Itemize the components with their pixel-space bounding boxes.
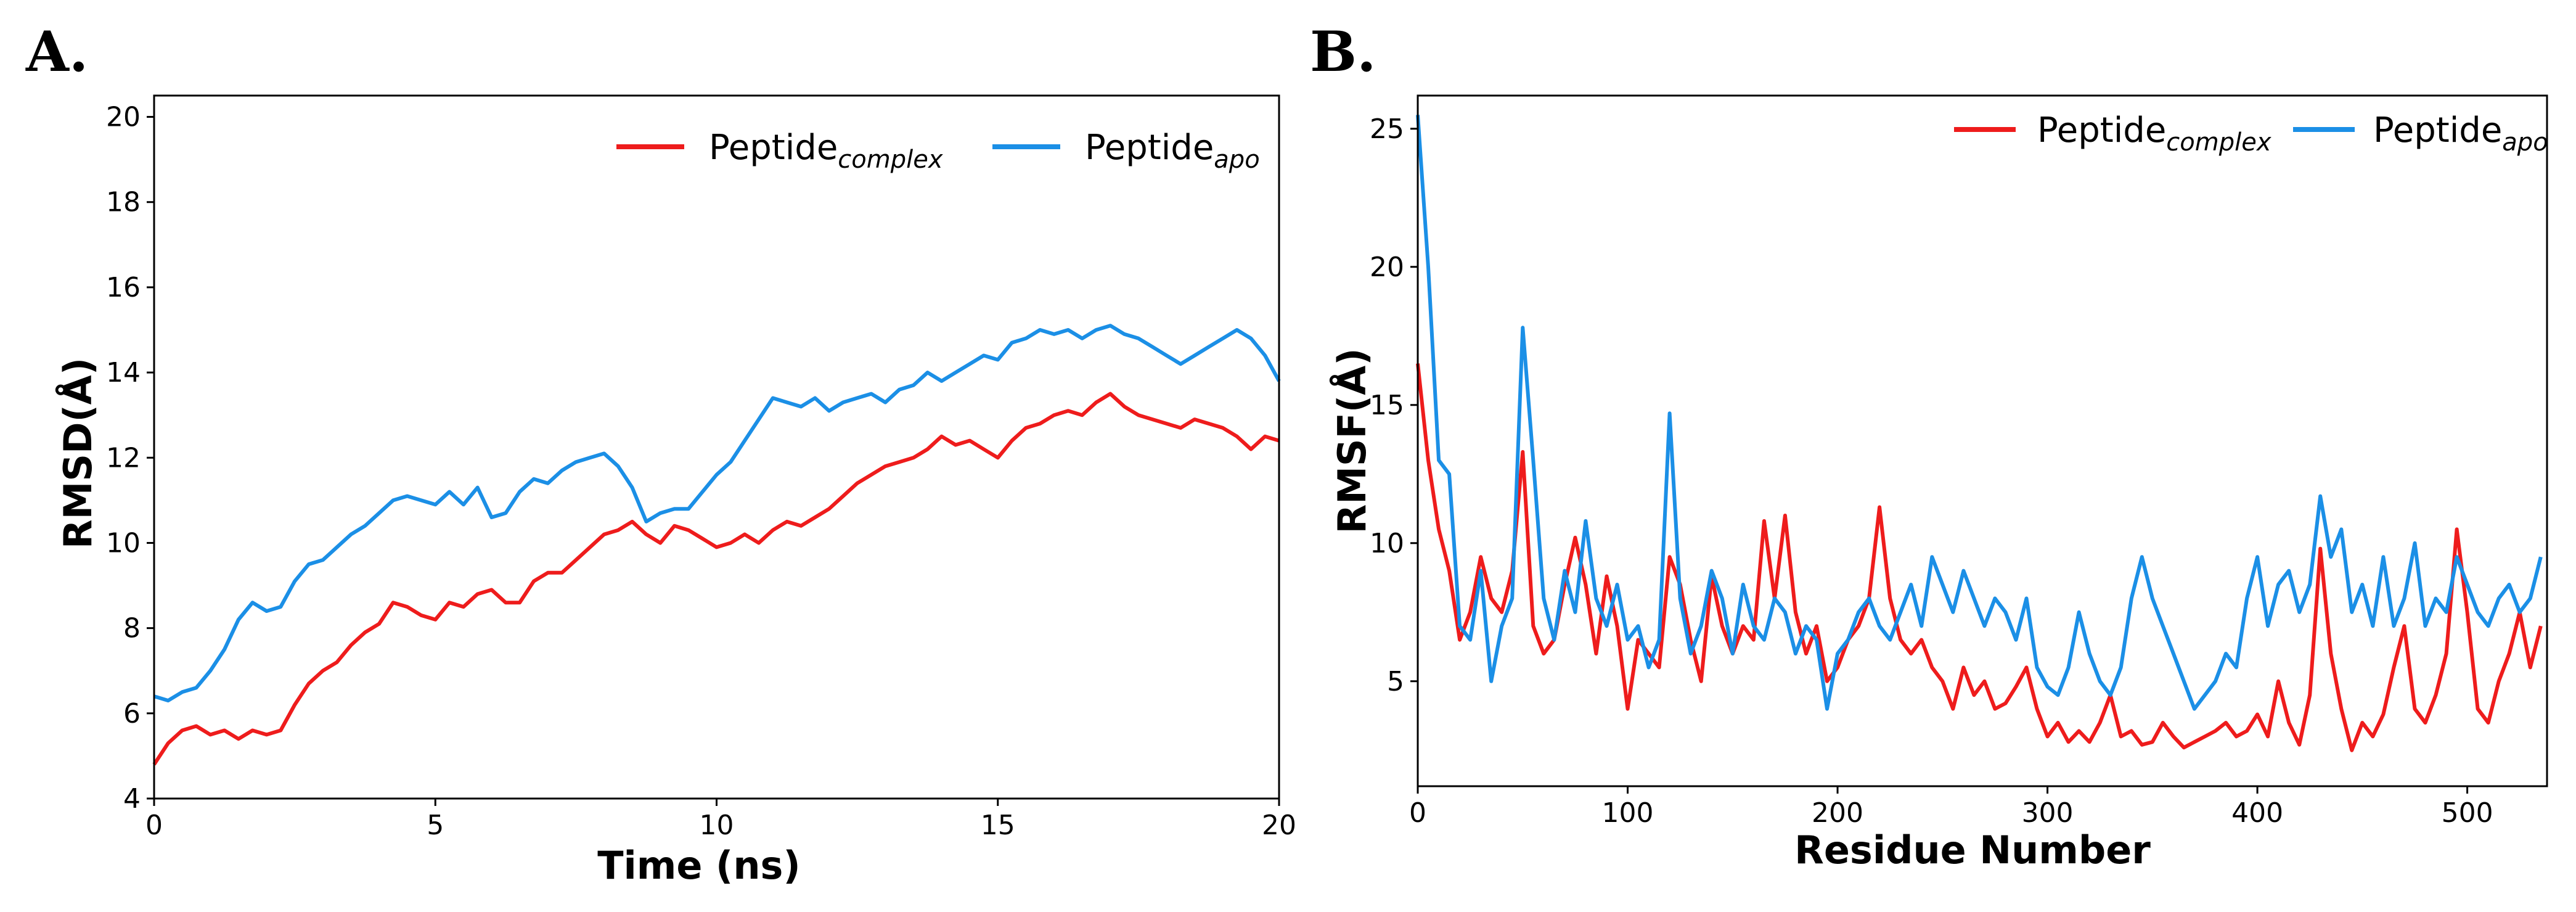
plot-frame bbox=[153, 94, 1280, 800]
x-tick-label: 10 bbox=[700, 810, 734, 841]
y-tick-label: 10 bbox=[1370, 528, 1404, 559]
series-line-complex bbox=[152, 392, 1280, 766]
y-ticks: 5 10 15 20 25 bbox=[1370, 113, 1418, 697]
x-tick-label: 400 bbox=[2231, 797, 2283, 829]
x-tick-label: 300 bbox=[2022, 797, 2074, 829]
y-tick-label: 12 bbox=[106, 442, 141, 474]
y-tick-label: 5 bbox=[1387, 666, 1404, 697]
y-tick-label: 8 bbox=[123, 613, 141, 644]
legend-label-apo: Peptideapo bbox=[1085, 128, 1260, 174]
y-tick-label: 4 bbox=[123, 783, 141, 815]
legend-label-complex: Peptidecomplex bbox=[2037, 110, 2271, 157]
panel-a-rmsd-chart: A. RMSD(Å) Time (ns) 4 6 8 10 12 14 16 18 20 0 5 1… bbox=[25, 19, 1296, 888]
y-tick-label: 16 bbox=[106, 272, 141, 303]
series-line-apo bbox=[1416, 115, 2543, 711]
y-tick-label: 15 bbox=[1370, 390, 1404, 421]
series-lines bbox=[1416, 115, 2543, 752]
x-tick-label: 500 bbox=[2442, 797, 2493, 829]
x-tick-label: 15 bbox=[981, 810, 1015, 841]
series-lines bbox=[152, 324, 1281, 766]
x-axis-title: Residue Number bbox=[1794, 828, 2151, 873]
legend-label-complex: Peptidecomplex bbox=[709, 128, 943, 174]
x-tick-label: 0 bbox=[145, 810, 163, 841]
plot-frame bbox=[1417, 94, 2548, 787]
y-tick-label: 6 bbox=[123, 698, 141, 729]
y-axis-title: RMSF(Å) bbox=[1330, 348, 1375, 533]
panel-label-b: B. bbox=[1310, 19, 1376, 84]
y-tick-label: 25 bbox=[1370, 113, 1404, 145]
y-tick-label: 10 bbox=[106, 527, 141, 559]
panel-b-rmsf-chart: B. RMSF(Å) Residue Number 5 10 15 20 25 0 100… bbox=[1310, 19, 2548, 873]
x-tick-label: 100 bbox=[1602, 797, 1654, 829]
legend: Peptidecomplex Peptideapo bbox=[1954, 110, 2548, 157]
y-axis-title: RMSD(Å) bbox=[55, 358, 100, 549]
legend-label-apo: Peptideapo bbox=[2373, 110, 2548, 157]
x-ticks: 0 5 10 15 20 bbox=[145, 799, 1296, 841]
legend: Peptidecomplex Peptideapo bbox=[616, 128, 1260, 174]
x-ticks: 0 100 200 300 400 500 bbox=[1409, 786, 2493, 829]
x-tick-label: 0 bbox=[1409, 797, 1426, 829]
panel-label-a: A. bbox=[25, 19, 88, 84]
x-tick-label: 20 bbox=[1262, 810, 1296, 841]
y-tick-label: 14 bbox=[106, 357, 141, 388]
series-line-complex bbox=[1416, 363, 2543, 752]
x-tick-label: 200 bbox=[1812, 797, 1863, 829]
series-line-apo bbox=[153, 324, 1281, 703]
y-tick-label: 20 bbox=[106, 102, 141, 133]
y-ticks: 4 6 8 10 12 14 16 18 20 bbox=[106, 102, 154, 815]
y-tick-label: 18 bbox=[106, 187, 141, 218]
y-tick-label: 20 bbox=[1370, 252, 1404, 283]
x-tick-label: 5 bbox=[427, 810, 444, 841]
x-axis-title: Time (ns) bbox=[597, 843, 801, 888]
